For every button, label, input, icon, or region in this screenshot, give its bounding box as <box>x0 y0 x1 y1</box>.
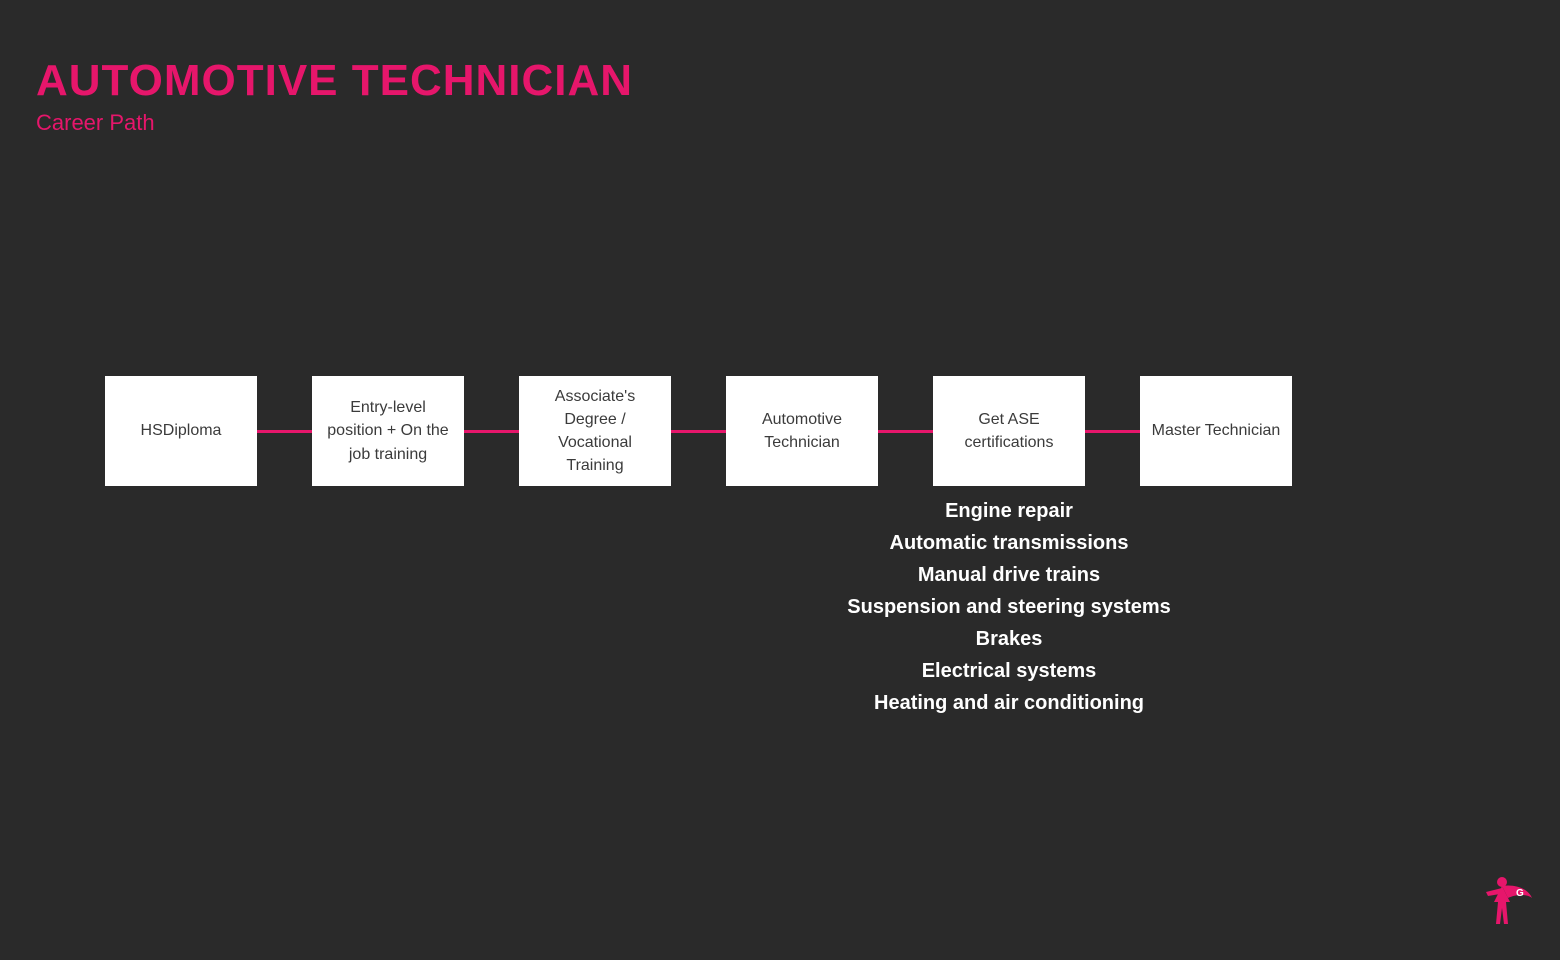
certification-item: Brakes <box>809 623 1209 655</box>
certification-item: Engine repair <box>809 495 1209 527</box>
flow-node: HSDiploma <box>105 376 257 486</box>
certification-item: Electrical systems <box>809 655 1209 687</box>
certifications-list: Engine repairAutomatic transmissionsManu… <box>809 495 1209 719</box>
flow-connector <box>878 430 933 433</box>
flow-node: Automotive Technician <box>726 376 878 486</box>
flow-node: Get ASE certifications <box>933 376 1085 486</box>
flow-connector <box>1085 430 1140 433</box>
page-title: AUTOMOTIVE TECHNICIAN <box>36 56 633 106</box>
flow-connector <box>257 430 312 433</box>
flow-node: Master Technician <box>1140 376 1292 486</box>
certification-item: Heating and air conditioning <box>809 687 1209 719</box>
certification-item: Manual drive trains <box>809 559 1209 591</box>
flow-connector <box>671 430 726 433</box>
superhero-g-icon: G <box>1472 872 1536 936</box>
svg-text:G: G <box>1516 888 1524 899</box>
page-subtitle: Career Path <box>36 110 155 136</box>
career-path-flow: HSDiploma Entry-level position + On the j… <box>105 376 1292 486</box>
certification-item: Suspension and steering systems <box>809 591 1209 623</box>
certification-item: Automatic transmissions <box>809 527 1209 559</box>
brand-logo: G <box>1472 872 1536 936</box>
flow-node: Entry-level position + On the job traini… <box>312 376 464 486</box>
flow-node: Associate's Degree / Vocational Training <box>519 376 671 486</box>
flow-connector <box>464 430 519 433</box>
